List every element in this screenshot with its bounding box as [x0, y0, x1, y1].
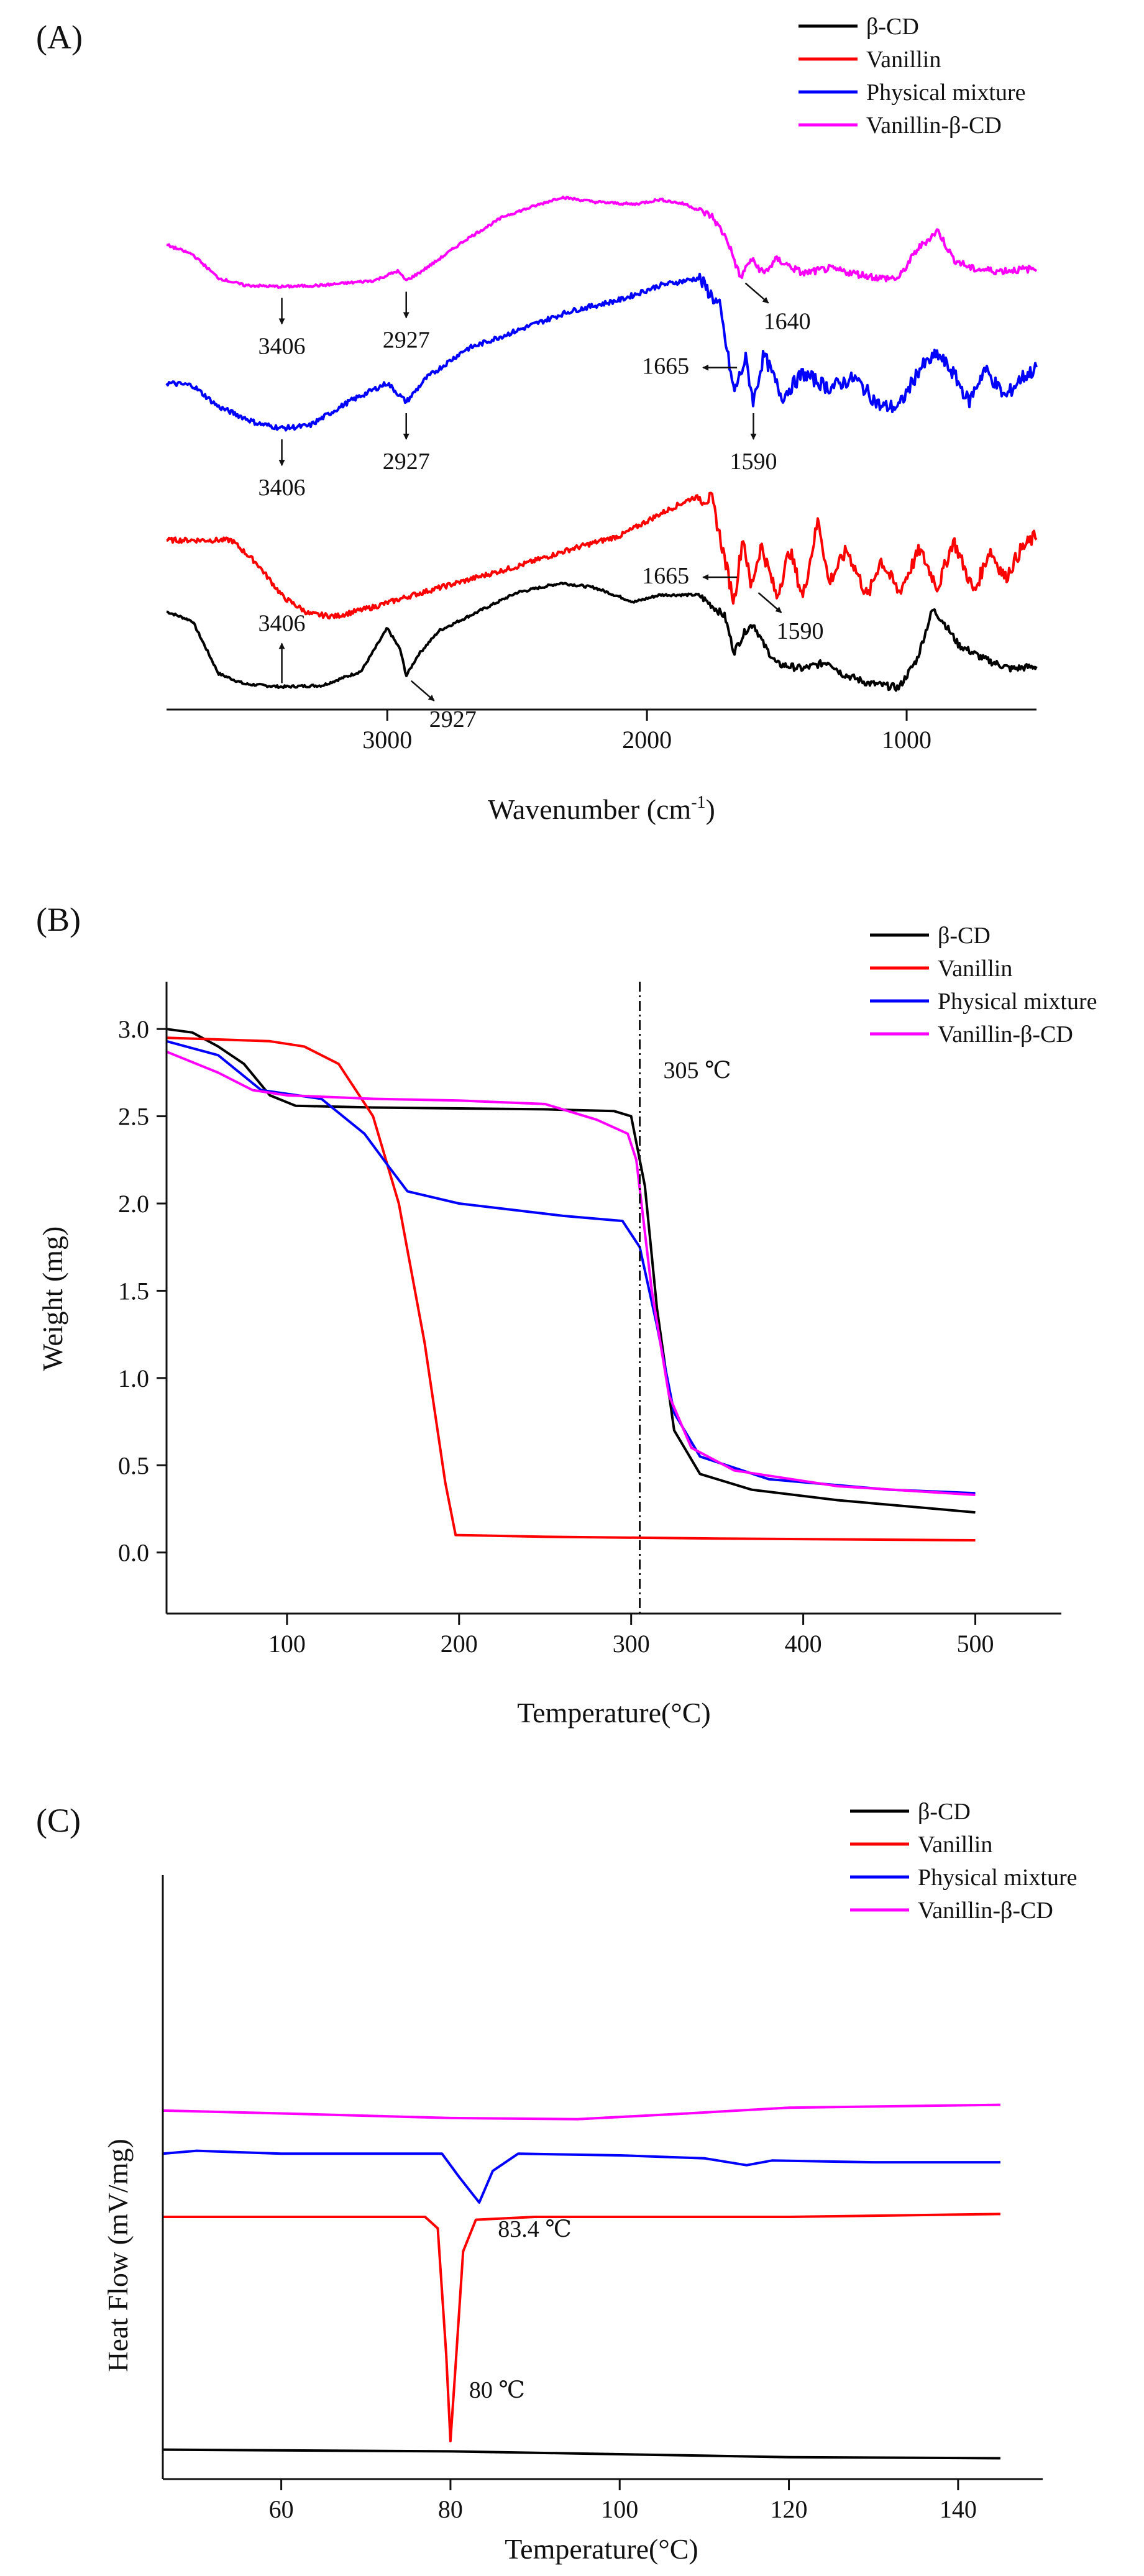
annotation-label: 1665: [642, 563, 689, 589]
annotation-label: 1665: [642, 354, 689, 380]
series-cd-a: [167, 583, 1036, 690]
panel-c-dsc: (C) 83.4 ℃ 80 ℃ 60 80 100 120 140 Temperature…: [36, 1799, 1077, 2565]
x-tick-label: 60: [269, 2495, 294, 2523]
legend-a: β-CD Vanillin Physical mixture Vanillin-β-C…: [799, 14, 1025, 139]
ftir-annotations: 3406 2927 1640 3406 2927 1665 1590 1665 1590 3406…: [259, 283, 824, 733]
series-vanillin-cd-a: [167, 197, 1036, 288]
y-tick-label: 3.0: [118, 1015, 149, 1043]
legend-label-cd: β-CD: [866, 14, 919, 40]
annotation-label: 2927: [383, 327, 430, 354]
y-ticks-b: 0.0 0.5 1.0 1.5 2.0 2.5 3.0: [118, 1015, 167, 1567]
x-tick-label: 200: [441, 1630, 478, 1658]
x-tick-label: 300: [613, 1630, 650, 1658]
legend-label-cd: β-CD: [938, 923, 991, 949]
figure: (A) 3406 2927 1640 3406 2927 1665 1590 1665 1590…: [0, 0, 1144, 2576]
x-ticks-b: 100 200 300 400 500: [268, 1614, 994, 1658]
legend-label-physical-mixture: Physical mixture: [938, 989, 1097, 1015]
legend-label-vanillin-cd: Vanillin-β-CD: [918, 1898, 1053, 1924]
legend-b: β-CD Vanillin Physical mixture Vanillin-β-C…: [870, 923, 1097, 1048]
tga-curves: [167, 1029, 976, 1540]
y-tick-label: 1.5: [118, 1277, 149, 1305]
panel-b-tga: (B) 305 ℃ 100 200 300 400 500 0.0 0.5 1.0 1.5 2.…: [36, 901, 1097, 1729]
legend-c: β-CD Vanillin Physical mixture Vanillin-β-C…: [850, 1799, 1077, 1924]
annotation-label: 83.4 ℃: [498, 2216, 572, 2242]
x-tick-label: 3000: [362, 726, 412, 754]
y-tick-label: 2.0: [118, 1190, 149, 1218]
x-ticks-c: 60 80 100 120 140: [269, 2479, 977, 2523]
series-vanillin-c: [163, 2214, 1000, 2441]
legend-label-physical-mixture: Physical mixture: [866, 80, 1025, 106]
x-tick-label: 400: [785, 1630, 822, 1658]
series-cd-c: [163, 2450, 1000, 2459]
dsc-annotations: 83.4 ℃ 80 ℃: [469, 2216, 572, 2403]
x-tick-label: 100: [601, 2495, 638, 2523]
series-vanillin-a: [167, 493, 1036, 618]
annotation-label: 2927: [383, 449, 430, 475]
annotation-label: 1590: [776, 618, 823, 644]
legend-label-vanillin: Vanillin: [918, 1832, 992, 1858]
legend-label-vanillin: Vanillin: [866, 47, 941, 73]
annotation-arrow: [746, 283, 769, 303]
x-tick-label: 500: [957, 1630, 994, 1658]
legend-label-physical-mixture: Physical mixture: [918, 1865, 1077, 1891]
annotation-label: 3406: [259, 610, 306, 636]
panel-a-ftir: (A) 3406 2927 1640 3406 2927 1665 1590 1665 1590…: [36, 14, 1036, 825]
panel-label-a: (A): [36, 19, 83, 56]
series-vanillin-cd-c: [163, 2105, 1000, 2119]
y-axis-title-c: Heat Flow (mV/mg): [102, 2139, 134, 2372]
annotation-label: 1590: [730, 449, 777, 475]
series-cd-b: [167, 1029, 976, 1512]
annotation-label: 80 ℃: [469, 2377, 525, 2403]
x-tick-label: 2000: [622, 726, 672, 754]
x-tick-label: 100: [268, 1630, 306, 1658]
reference-line-label: 305 ℃: [664, 1057, 731, 1084]
x-axis-title-c: Temperature(°C): [505, 2533, 698, 2565]
series-vanillin-cd-b: [167, 1052, 976, 1495]
annotation-label: 1640: [764, 309, 811, 335]
legend-label-vanillin-cd: Vanillin-β-CD: [866, 112, 1002, 139]
x-tick-label: 1000: [882, 726, 931, 754]
x-tick-label: 80: [438, 2495, 463, 2523]
x-axis-title-b: Temperature(°C): [517, 1697, 710, 1729]
y-axis-title-b: Weight (mg): [37, 1226, 68, 1371]
annotation-arrow: [411, 681, 434, 701]
series-physical-mixture-c: [163, 2151, 1000, 2203]
annotation-label: 3406: [259, 475, 306, 501]
legend-label-cd: β-CD: [918, 1799, 971, 1825]
legend-label-vanillin: Vanillin: [938, 956, 1012, 982]
x-tick-label: 120: [771, 2495, 808, 2523]
x-tick-label: 140: [940, 2495, 977, 2523]
y-tick-label: 0.5: [118, 1451, 149, 1479]
annotation-label: 3406: [259, 333, 306, 359]
y-tick-label: 1.0: [118, 1364, 149, 1392]
y-tick-label: 2.5: [118, 1103, 149, 1131]
panel-label-c: (C): [36, 1802, 81, 1839]
panel-label-b: (B): [36, 901, 81, 938]
legend-label-vanillin-cd: Vanillin-β-CD: [938, 1021, 1073, 1048]
x-axis-title-a: Wavenumber (cm-1): [488, 793, 715, 825]
y-tick-label: 0.0: [118, 1539, 149, 1567]
dsc-curves: [163, 2105, 1000, 2459]
